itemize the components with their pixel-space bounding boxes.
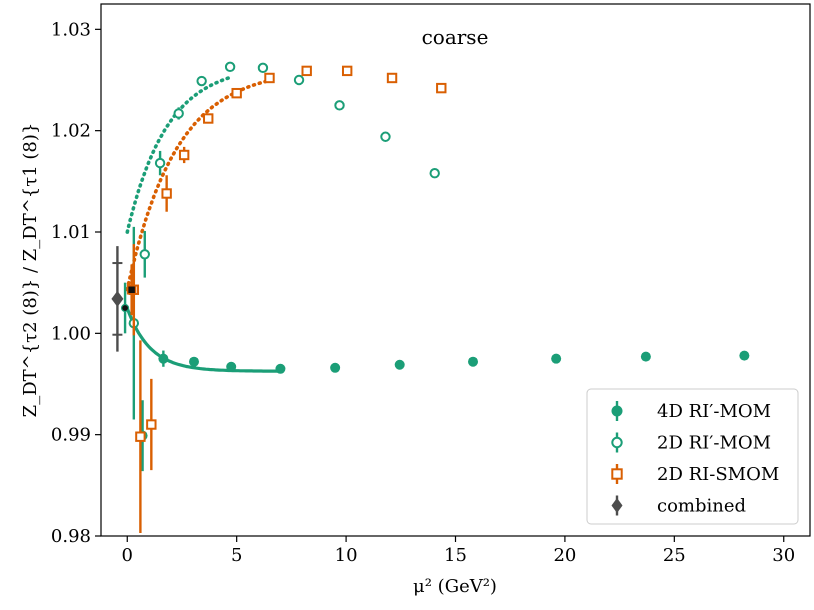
y-tick-label: 0.99 [51, 425, 91, 446]
data-point-smom [436, 82, 447, 94]
x-tick-label: 30 [772, 545, 795, 566]
legend: 4D RI′-MOM 2D RI′-MOM 2D RI-SMOM combined [586, 388, 799, 525]
legend-marker-smom [611, 468, 623, 480]
data-point-ri4d [739, 350, 750, 361]
data-point-smom [341, 65, 353, 77]
data-point-smom [386, 72, 398, 84]
data-point-ri4d [226, 361, 237, 372]
data-point-smom [135, 431, 146, 442]
legend-marker-combined [611, 498, 623, 513]
data-point-smom [264, 72, 275, 84]
data-point-ri4d [189, 356, 200, 367]
y-tick-label: 0.98 [51, 526, 91, 547]
x-axis-label: μ² (GeV²) [413, 576, 497, 597]
x-tick-label: 5 [231, 545, 242, 566]
data-point-ri4d [551, 353, 562, 364]
data-point-ri2d [196, 75, 207, 87]
data-point-smom [231, 87, 242, 99]
y-tick-label: 1.03 [51, 19, 91, 40]
plot-title: coarse [422, 25, 489, 49]
data-point-combined [111, 290, 124, 307]
x-tick-label: 15 [444, 545, 467, 566]
data-point-ri2d [293, 74, 305, 86]
data-point-ri4d [275, 363, 286, 374]
data-point-smom [301, 65, 312, 77]
x-tick-label: 20 [553, 545, 576, 566]
data-point-ri2d [334, 100, 345, 111]
data-point-smom [178, 149, 190, 161]
legend-label-combined: combined [657, 496, 746, 517]
extrapolated-point-smom [126, 285, 137, 295]
y-axis-label: Z_DT^{τ2 (8)} / Z_DT^{τ1 (8)} [20, 123, 41, 418]
x-tick-label: 0 [122, 545, 133, 566]
legend-label-ri4d: 4D RI′-MOM [657, 401, 771, 422]
legend-label-smom: 2D RI-SMOM [657, 464, 779, 485]
data-point-ri4d [640, 351, 651, 362]
x-tick-label: 25 [663, 545, 686, 566]
y-tick-label: 1.01 [51, 222, 91, 243]
data-points [111, 61, 750, 533]
data-point-ri2d [173, 108, 184, 119]
fit-curve-ri4d [125, 306, 282, 373]
data-point-ri4d [468, 356, 479, 367]
data-point-smom [146, 419, 157, 430]
data-point-ri2d [139, 249, 150, 260]
data-point-ri2d [429, 168, 440, 179]
axes: 0 5 10 15 20 25 30 0.98 0.99 1.00 1.01 1.02 1.03 [51, 19, 795, 566]
y-tick-label: 1.00 [51, 323, 91, 344]
data-point-smom [161, 188, 172, 199]
legend-box [586, 388, 799, 525]
legend-marker-ri4d [611, 405, 623, 417]
legend-label-ri2d: 2D RI′-MOM [657, 433, 771, 454]
extrapolated-point-ri4d [120, 303, 130, 313]
y-tick-label: 1.02 [51, 121, 91, 142]
data-point-ri2d [380, 131, 391, 142]
fit-curve-smom [125, 78, 272, 292]
data-point-ri2d [224, 61, 236, 73]
data-point-ri4d [394, 359, 405, 370]
data-point-ri4d [330, 362, 341, 373]
data-point-smom [203, 113, 214, 124]
legend-marker-ri2d [611, 436, 623, 449]
data-point-ri2d [154, 157, 166, 169]
data-point-ri4d [158, 353, 169, 364]
x-tick-label: 10 [335, 545, 358, 566]
data-point-ri2d [257, 62, 269, 74]
